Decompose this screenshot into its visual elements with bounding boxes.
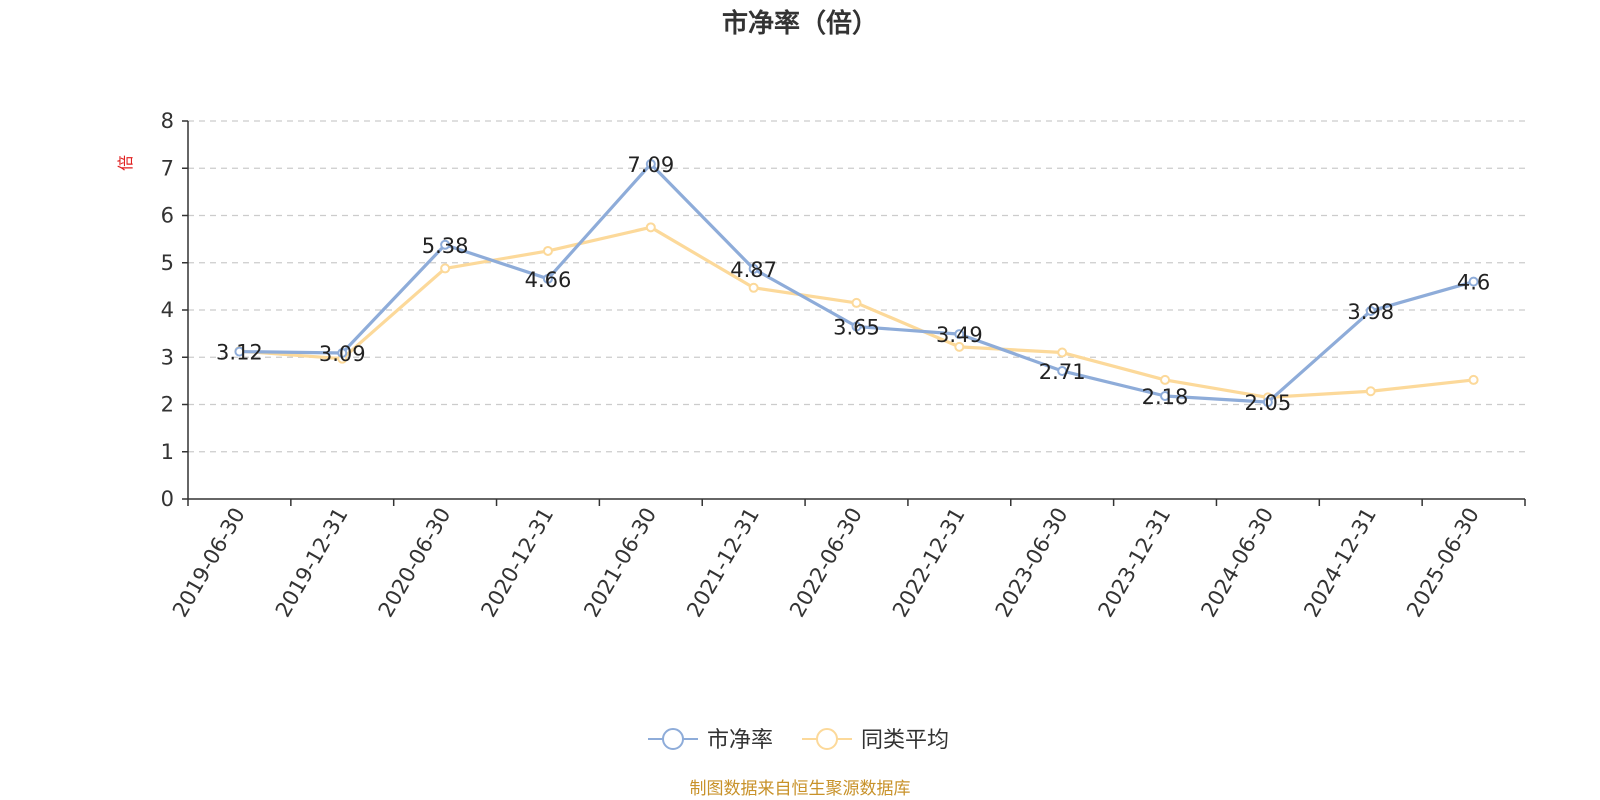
y-tick-label: 4 <box>161 298 174 322</box>
legend-item: 市净率 <box>648 728 773 753</box>
x-tick-label: 2025-06-30 <box>1402 504 1484 622</box>
legend-item: 同类平均 <box>802 728 949 753</box>
data-label: 3.98 <box>1347 300 1394 324</box>
data-point <box>337 347 348 358</box>
legend-label: 同类平均 <box>861 728 949 753</box>
y-tick-label: 2 <box>161 393 174 417</box>
data-point <box>1057 365 1068 376</box>
data-label: 3.09 <box>319 342 366 366</box>
data-point <box>645 222 656 233</box>
series-line <box>237 162 1476 404</box>
legend-marker <box>662 728 684 750</box>
x-tick-label: 2020-06-30 <box>374 503 456 621</box>
series-lines <box>234 158 1479 408</box>
data-point <box>748 282 759 293</box>
y-tick-label: 3 <box>161 345 174 369</box>
source-note: 制图数据来自恒生聚源数据库 <box>690 779 911 799</box>
y-tick-label: 5 <box>161 251 174 275</box>
chart-title: 市净率（倍） <box>722 8 878 39</box>
data-label: 3.12 <box>216 341 263 365</box>
legend-label: 市净率 <box>707 728 773 753</box>
legend-marker <box>816 728 838 750</box>
y-tick-label: 1 <box>161 440 174 464</box>
data-point <box>234 346 245 357</box>
data-point <box>440 239 451 250</box>
y-tick-label: 7 <box>161 156 174 180</box>
data-point <box>1160 374 1171 385</box>
data-point <box>542 245 553 256</box>
x-tick-label: 2021-12-31 <box>682 504 764 622</box>
data-point <box>954 341 965 352</box>
data-label: 3.49 <box>936 323 983 347</box>
x-tick-label: 2020-12-31 <box>476 504 558 622</box>
x-tick-label: 2022-12-31 <box>888 504 970 622</box>
data-label: 4.66 <box>525 268 572 292</box>
legend: 市净率 同类平均 <box>648 728 949 753</box>
data-point <box>851 321 862 332</box>
data-point <box>1365 305 1376 316</box>
data-label: 2.05 <box>1245 391 1292 415</box>
data-point <box>1057 347 1068 358</box>
grid-lines <box>188 120 1525 453</box>
data-point <box>542 273 553 284</box>
data-label: 4.6 <box>1457 271 1490 295</box>
y-tick-label: 0 <box>161 487 174 511</box>
x-tick-label: 2024-06-30 <box>1196 504 1278 622</box>
data-point <box>1160 390 1171 401</box>
data-label: 3.65 <box>833 316 880 340</box>
data-point <box>1365 386 1376 397</box>
data-point <box>954 329 965 340</box>
y-tick-label: 8 <box>161 109 174 133</box>
y-tick-label: 6 <box>161 204 174 228</box>
x-tick-label: 2021-06-30 <box>579 504 661 622</box>
y-axis-label: 倍 <box>116 155 135 171</box>
data-labels: 3.12 3.09 5.38 4.66 7.09 4.87 3.65 3.49 2.71 2.18… <box>216 153 1490 415</box>
x-tick-label: 2023-12-31 <box>1094 504 1176 622</box>
data-point <box>1468 374 1479 385</box>
x-tick-label: 2024-12-31 <box>1299 504 1381 622</box>
x-tick-label: 2022-06-30 <box>785 504 867 622</box>
data-point <box>645 158 656 169</box>
data-label: 2.18 <box>1142 385 1189 409</box>
data-point <box>1262 397 1273 408</box>
data-point <box>1468 276 1479 287</box>
data-point <box>748 263 759 274</box>
data-point <box>851 297 862 308</box>
data-label: 7.09 <box>627 153 674 177</box>
data-label: 5.38 <box>422 234 469 258</box>
data-label: 2.71 <box>1039 360 1086 384</box>
data-point <box>440 263 451 274</box>
x-tick-label: 2019-12-31 <box>271 504 353 622</box>
x-tick-label: 2023-06-30 <box>991 504 1073 622</box>
data-label: 4.87 <box>730 258 777 282</box>
x-tick-label: 2019-06-30 <box>168 504 250 622</box>
